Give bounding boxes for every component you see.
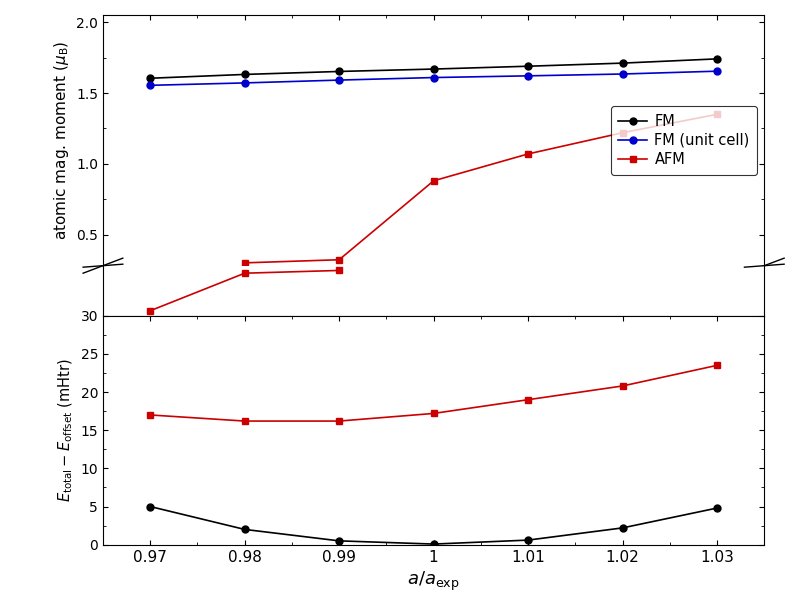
X-axis label: $a / a_{\mathrm{exp}}$: $a / a_{\mathrm{exp}}$ bbox=[407, 570, 460, 593]
FM (unit cell) bbox=[146, 81, 155, 89]
Y-axis label: $E_{\mathrm{total}} - E_{\mathrm{offset}}$ (mHtr): $E_{\mathrm{total}} - E_{\mathrm{offset}… bbox=[56, 359, 75, 502]
FM (unit cell) bbox=[618, 70, 627, 78]
AFM bbox=[712, 111, 722, 118]
FM bbox=[618, 59, 627, 67]
Y-axis label: atomic mag. moment ($\mu_{\mathrm{B}}$): atomic mag. moment ($\mu_{\mathrm{B}}$) bbox=[51, 41, 70, 241]
AFM bbox=[618, 129, 627, 136]
FM (unit cell) bbox=[712, 67, 722, 75]
AFM bbox=[428, 177, 438, 184]
FM bbox=[240, 71, 249, 78]
Legend: FM, FM (unit cell), AFM: FM, FM (unit cell), AFM bbox=[611, 106, 757, 174]
FM bbox=[428, 65, 438, 73]
FM (unit cell) bbox=[428, 74, 438, 81]
Line: FM (unit cell): FM (unit cell) bbox=[147, 68, 721, 89]
Line: AFM: AFM bbox=[242, 111, 721, 266]
FM bbox=[524, 62, 533, 70]
FM (unit cell) bbox=[240, 79, 249, 86]
FM (unit cell) bbox=[524, 72, 533, 80]
AFM bbox=[240, 259, 249, 266]
FM (unit cell) bbox=[334, 76, 344, 84]
AFM bbox=[334, 256, 344, 263]
AFM bbox=[524, 151, 533, 158]
FM bbox=[334, 68, 344, 75]
FM bbox=[712, 55, 722, 62]
FM bbox=[146, 75, 155, 82]
Line: FM: FM bbox=[147, 56, 721, 82]
